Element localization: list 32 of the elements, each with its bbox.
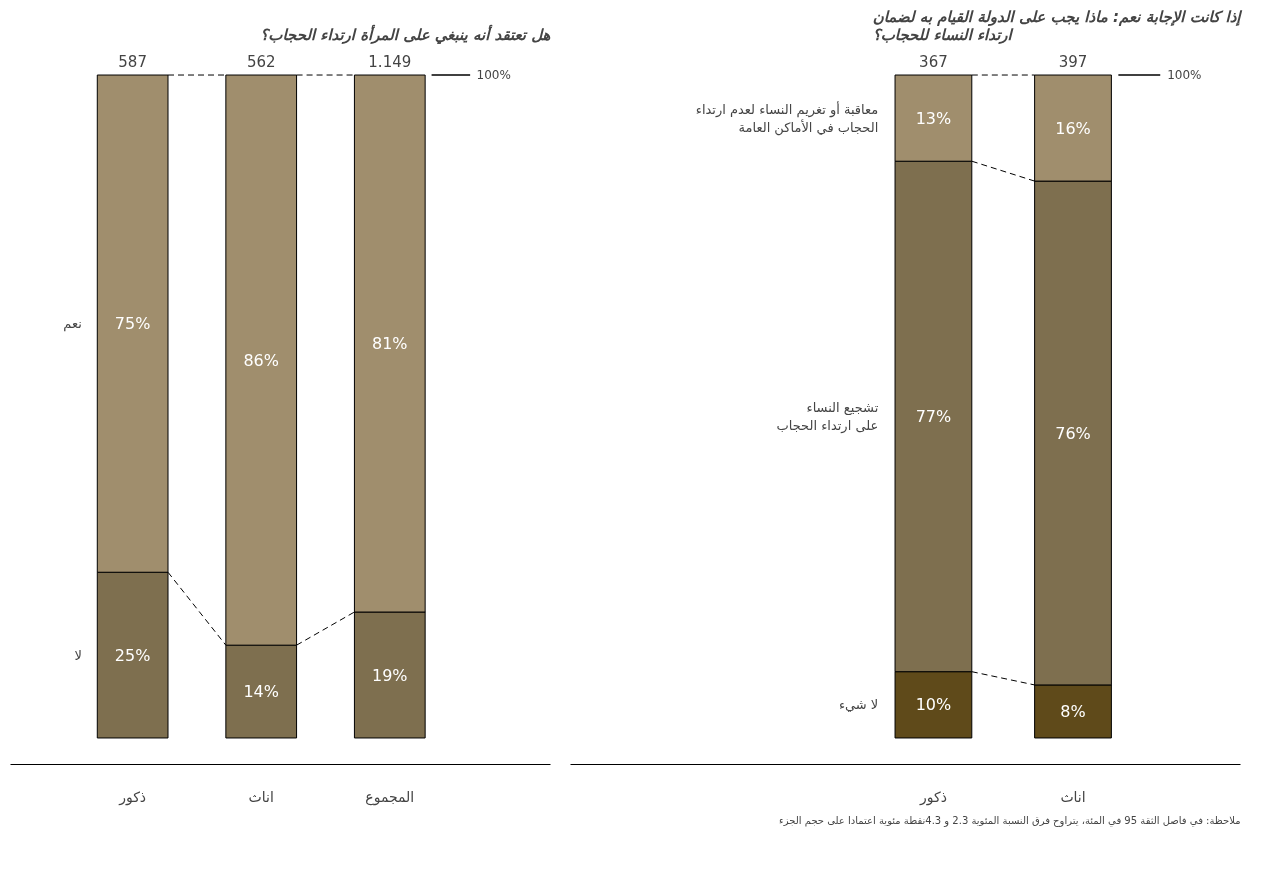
data-label: 19%	[372, 665, 408, 685]
text: 100%	[476, 68, 511, 83]
chart-title: هل تعتقد أنه ينبغي على المرأة ارتداء الحجاب؟	[260, 23, 551, 44]
data-label: 14%	[243, 682, 279, 702]
annotation: 367	[919, 53, 948, 72]
data-label: 25%	[114, 645, 151, 665]
data-label: 77%	[915, 406, 952, 426]
data-label: 16%	[1055, 118, 1091, 138]
data-label: 86%	[243, 350, 279, 370]
series-label: تشجيع النساء على ارتداء الحجاب	[776, 399, 879, 434]
x-tick-label: اناث	[1060, 788, 1086, 805]
series-label: لا	[74, 647, 82, 663]
x-tick-label: المجموع	[365, 788, 415, 806]
data-label: 10%	[915, 695, 952, 715]
chart-title: إذا كانت الإجابة نعم: ماذا يجب على الدولة القيام به لضمان ارتداء النساء للحجاب؟	[872, 7, 1243, 44]
text: 100%	[1167, 68, 1202, 83]
data-label: 81%	[372, 334, 408, 354]
x-tick-label: ذكور	[118, 788, 147, 806]
series-label: معاقبة أو تغريم النساء لعدم ارتداء الحجاب في الأماكن العامة	[695, 100, 879, 136]
data-label: 75%	[114, 314, 151, 334]
data-label: 8%	[1060, 701, 1086, 721]
annotation: 562	[246, 53, 276, 72]
x-tick-label: ذكور	[918, 788, 947, 806]
series-label: نعم	[63, 316, 82, 333]
text: ملاحظة: في فاصل الثقة 95 في المئة، يتراوح فرق النسبة المئوية 2.3 و 4.3نقطة مئوية اعتمادا على حجم الجزء	[779, 814, 1241, 827]
annotation: 1.149	[368, 53, 412, 72]
annotation: 397	[1058, 53, 1088, 72]
x-tick-label: اناث	[248, 788, 274, 805]
series-label: لا شيء	[838, 697, 879, 713]
data-label: 13%	[915, 108, 952, 128]
data-label: 76%	[1055, 423, 1091, 443]
annotation: 587	[118, 53, 147, 72]
